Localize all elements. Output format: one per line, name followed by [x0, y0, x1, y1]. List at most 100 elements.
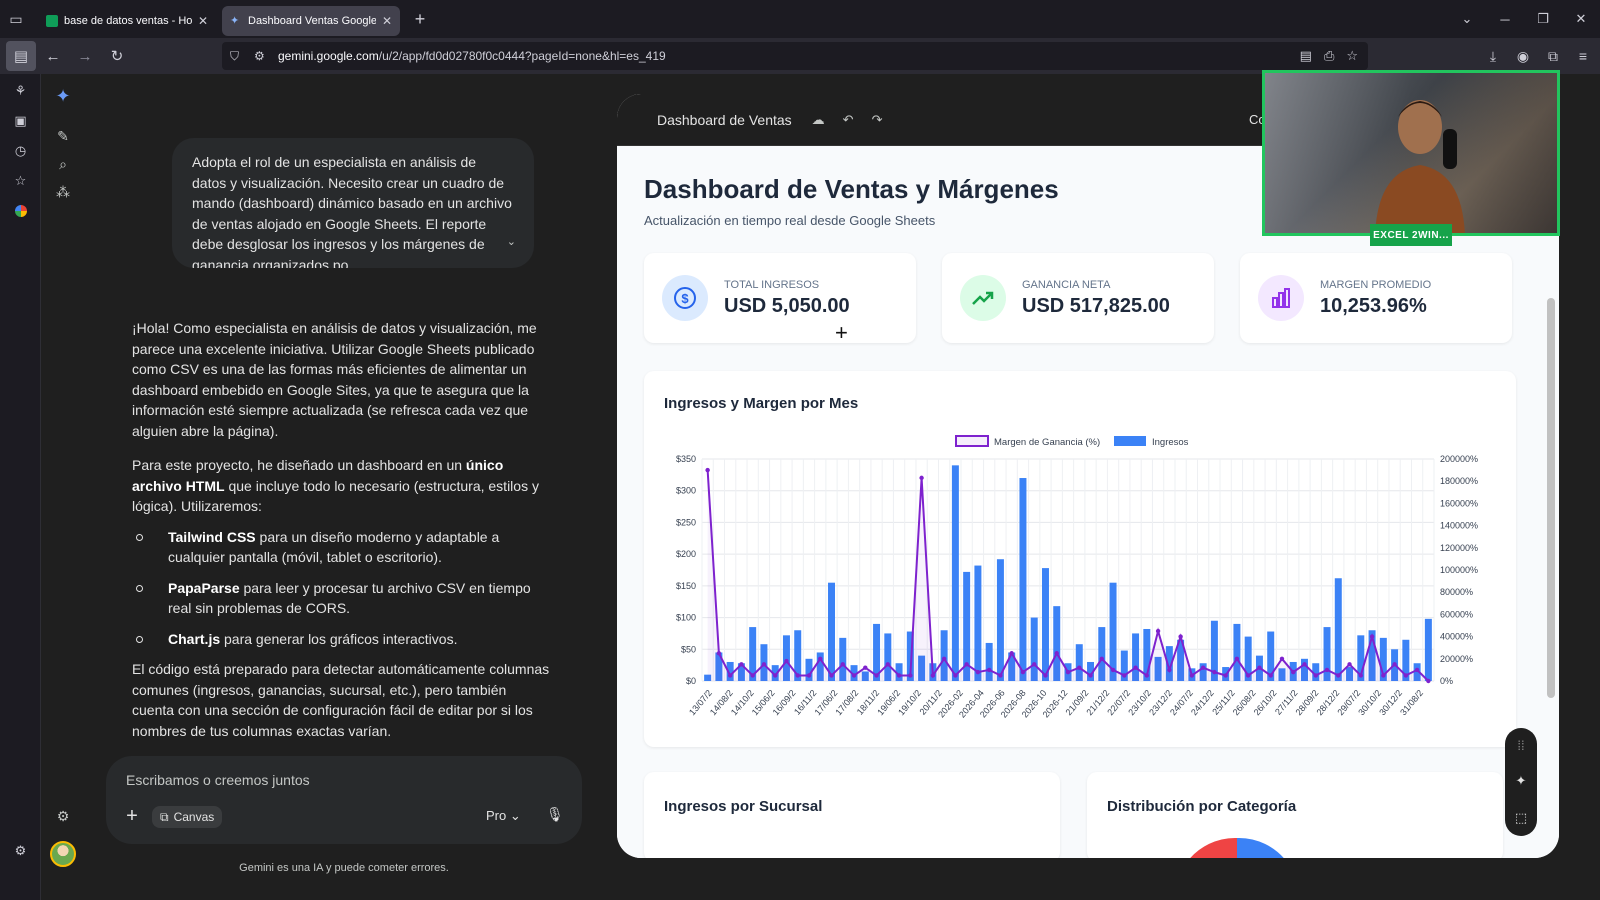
account-icon[interactable]: ◉	[1516, 47, 1530, 64]
margen-point	[1009, 651, 1014, 656]
margen-point	[896, 673, 902, 678]
close-tab-icon[interactable]: ✕	[197, 14, 208, 28]
redo-icon[interactable]: ↷	[871, 111, 883, 127]
margen-point	[863, 665, 868, 670]
kpi-card-total-ingresos: $ TOTAL INGRESOS USD 5,050.00	[644, 253, 916, 343]
margen-point	[818, 656, 823, 661]
ingresos-bar	[1075, 644, 1083, 681]
ai-chatbot-icon[interactable]: ⚘	[14, 83, 27, 98]
bookmarks-icon[interactable]: ☆	[14, 173, 27, 188]
extensions-icon[interactable]: ⧉	[1548, 47, 1558, 64]
restore-icon[interactable]: ❐	[1537, 11, 1549, 26]
tab-list-icon[interactable]: ⌄	[1461, 11, 1473, 26]
y2-tick-label: 200000%	[1440, 454, 1478, 464]
sync-tabs-icon[interactable]: ▣	[14, 113, 27, 128]
close-window-icon[interactable]: ✕	[1575, 11, 1587, 26]
bookmark-star-icon[interactable]: ☆	[1346, 48, 1358, 63]
margen-point	[1020, 669, 1026, 675]
tab-gemini[interactable]: ✦ Dashboard Ventas Google Shee ✕	[222, 6, 400, 36]
margen-point	[908, 673, 913, 678]
ingresos-bar	[1323, 627, 1331, 681]
x-tick-label: 31/08/2	[1398, 688, 1425, 717]
window-controls: ⌄ ─ ❐ ✕	[1448, 0, 1600, 38]
add-files-icon[interactable]: +	[126, 805, 138, 827]
margen-point	[874, 673, 879, 678]
minimize-icon[interactable]: ─	[1500, 11, 1510, 27]
reader-view-icon[interactable]: ▤	[1299, 48, 1312, 63]
margen-point	[998, 673, 1003, 678]
forward-icon[interactable]: →	[77, 47, 93, 65]
avatar[interactable]	[42, 840, 84, 868]
margen-point	[964, 662, 969, 667]
margen-point	[1268, 673, 1273, 678]
drag-handle-icon[interactable]: ⁞⁞	[1517, 738, 1525, 754]
screenshot-icon[interactable]: ⎙	[1323, 48, 1335, 63]
y-tick-label: $50	[681, 644, 696, 654]
ingresos-bar	[1041, 568, 1049, 681]
extension-icon[interactable]	[0, 196, 41, 226]
kpi-value: 10,253.96%	[1320, 295, 1427, 317]
margen-point	[1403, 673, 1409, 678]
dollar-icon: $	[662, 275, 708, 321]
settings-icon[interactable]: ⚙	[56, 807, 70, 824]
margen-point	[1358, 673, 1363, 678]
y2-tick-label: 120000%	[1440, 543, 1478, 553]
ingresos-bar	[1199, 663, 1207, 681]
ingresos-bar	[1357, 635, 1365, 681]
chart-title: Distribución por Categoría	[1107, 798, 1297, 815]
kpi-label: GANANCIA NETA	[1022, 279, 1111, 291]
list-item-text: para generar los gráficos interactivos.	[220, 630, 458, 647]
history-icon[interactable]: ◷	[14, 143, 27, 158]
ingresos-margen-chart[interactable]: $0 $50 $100 $150 $200 $250 $300 $350 0% 20000% 400…	[644, 371, 1516, 747]
ingresos-bar	[1165, 646, 1173, 681]
scrollbar[interactable]	[1547, 298, 1555, 698]
select-icon[interactable]: ⬚	[1514, 809, 1528, 825]
new-tab-button[interactable]: +	[414, 8, 426, 29]
gemini-logo-icon[interactable]: ✦	[55, 85, 71, 106]
pie-chart-preview[interactable]	[1177, 832, 1297, 858]
customize-sidebar-icon[interactable]: ⚙	[14, 843, 27, 858]
gems-icon[interactable]: ⁂	[56, 183, 70, 200]
prompt-composer[interactable]: Escribamos o creemos juntos + ⧉ Canvas Pr…	[106, 756, 582, 844]
response-paragraph: ¡Hola! Como especialista en análisis de …	[132, 320, 537, 439]
response-text: Para este proyecto, he diseñado un dashb…	[132, 457, 466, 473]
permissions-icon[interactable]: ⚙	[254, 49, 265, 63]
expand-chevron-icon[interactable]: ⌄	[506, 235, 516, 248]
reload-icon[interactable]: ↻	[110, 48, 124, 65]
ingresos-bar	[1413, 663, 1421, 681]
tab-overview-icon[interactable]: ▭	[9, 10, 23, 27]
back-icon[interactable]: ←	[45, 47, 61, 65]
canvas-chip[interactable]: ⧉ Canvas	[152, 806, 223, 828]
edit-ai-icon[interactable]: ✦	[1515, 773, 1527, 789]
undo-icon[interactable]: ↶	[842, 111, 854, 127]
composer-placeholder[interactable]: Escribamos o creemos juntos	[126, 772, 310, 788]
list-item-bold: Chart.js	[168, 630, 221, 647]
close-tab-icon[interactable]: ✕	[381, 14, 392, 28]
margen-point	[1200, 665, 1206, 670]
ingresos-bar	[873, 623, 881, 681]
downloads-icon[interactable]: ⤓	[1489, 47, 1497, 64]
tab-sheets[interactable]: base de datos ventas - Hojas de ✕	[38, 6, 216, 36]
microphone-icon[interactable]: 🎙︎	[546, 806, 564, 822]
ingresos-bar	[1346, 667, 1354, 681]
margen-point	[1414, 667, 1420, 673]
ingresos-bar	[963, 571, 971, 681]
cloud-save-icon[interactable]: ☁	[811, 111, 825, 127]
share-button[interactable]: Co	[1249, 112, 1266, 127]
sidebar-toggle-icon[interactable]: ▤	[6, 41, 36, 71]
model-selector[interactable]: Pro ⌄	[486, 808, 521, 824]
y-tick-label: $100	[676, 613, 696, 623]
menu-icon[interactable]: ≡	[1578, 48, 1588, 64]
y2-tick-label: 40000%	[1440, 632, 1473, 642]
list-item: PapaParse para leer y procesar tu archiv…	[132, 578, 552, 619]
shield-icon[interactable]: ⛉	[230, 48, 240, 63]
bar-chart-icon	[1258, 275, 1304, 321]
search-icon[interactable]: ⌕	[59, 155, 67, 172]
url-bar[interactable]: ⛉ ⚙ gemini.google.com /u/2/app/fd0d02780…	[222, 42, 1368, 70]
new-chat-icon[interactable]: ✎	[57, 127, 69, 144]
user-prompt-bubble[interactable]: Adopta el rol de un especialista en anál…	[172, 138, 534, 268]
ingresos-bar	[1210, 620, 1218, 681]
ingresos-bar	[996, 559, 1004, 681]
ingresos-bar	[974, 565, 982, 681]
chevron-down-icon: ⌄	[509, 808, 521, 823]
